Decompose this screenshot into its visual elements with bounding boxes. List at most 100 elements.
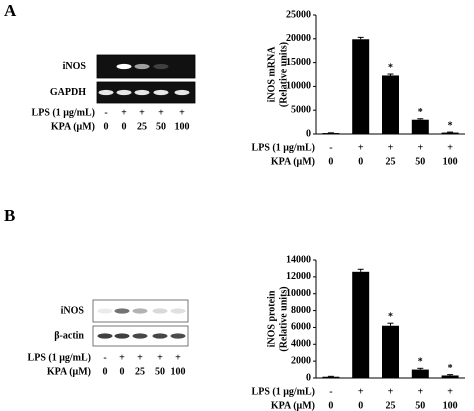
- condition-value: -: [104, 107, 107, 118]
- band-label: β-actin: [54, 330, 84, 341]
- condition-value: 0: [328, 400, 333, 411]
- band-label: iNOS: [61, 305, 85, 316]
- condition-value: +: [139, 107, 145, 118]
- bar: [441, 132, 459, 134]
- y-axis-label: (Relative units): [278, 42, 289, 107]
- condition-value: +: [158, 107, 164, 118]
- y-tick-label: 4000: [291, 339, 311, 350]
- condition-value: +: [417, 142, 423, 153]
- condition-value: 0: [104, 121, 109, 132]
- bar: [441, 375, 459, 378]
- bar: [352, 271, 370, 378]
- band-label: GAPDH: [50, 87, 86, 98]
- y-axis-label: iNOS mRNA: [266, 46, 277, 103]
- condition-value: 100: [443, 156, 458, 167]
- y-tick-label: 10000: [286, 288, 311, 299]
- blot-band: [152, 308, 168, 314]
- condition-label: KPA (μM): [51, 121, 95, 132]
- y-tick-label: 5000: [291, 104, 311, 115]
- y-tick-label: 0: [306, 128, 311, 139]
- condition-value: +: [121, 107, 127, 118]
- bar: [322, 133, 340, 134]
- panel-label: B: [4, 206, 15, 225]
- y-axis-label: (Relative units): [278, 286, 289, 351]
- condition-value: +: [358, 142, 364, 153]
- blot-band: [174, 89, 190, 96]
- blot-band: [170, 333, 186, 339]
- y-axis-label: iNOS protein: [266, 290, 277, 347]
- blot-box: [92, 299, 189, 323]
- blot-band: [152, 333, 168, 339]
- condition-value: 25: [137, 121, 147, 132]
- significance: *: [388, 62, 393, 73]
- condition-value: 50: [156, 121, 166, 132]
- condition-value: -: [329, 386, 332, 397]
- condition-value: +: [358, 386, 364, 397]
- y-tick-label: 2000: [291, 355, 311, 366]
- condition-value: 0: [103, 366, 108, 377]
- y-tick-label: 6000: [291, 322, 311, 333]
- blot-band: [134, 89, 150, 96]
- y-tick-label: 15000: [286, 57, 311, 68]
- y-tick-label: 8000: [291, 305, 311, 316]
- condition-value: +: [119, 352, 125, 363]
- y-tick-label: 20000: [286, 33, 311, 44]
- panel-label: A: [4, 1, 17, 20]
- condition-value: 25: [135, 366, 145, 377]
- band-label: iNOS: [63, 61, 87, 72]
- condition-value: +: [137, 352, 143, 363]
- blot-band: [132, 308, 148, 314]
- blot-band: [170, 308, 186, 314]
- condition-label: LPS (1 μg/mL): [252, 386, 315, 397]
- significance: *: [418, 357, 423, 368]
- condition-value: +: [447, 386, 453, 397]
- condition-label: LPS (1 μg/mL): [252, 142, 315, 153]
- condition-value: 25: [386, 400, 396, 411]
- blot-band: [98, 89, 114, 96]
- blot-band: [132, 333, 148, 339]
- condition-value: 0: [120, 366, 125, 377]
- significance: *: [448, 120, 453, 131]
- significance: *: [418, 107, 423, 118]
- condition-value: +: [388, 386, 394, 397]
- blot-band: [153, 89, 169, 96]
- significance: *: [388, 312, 393, 323]
- bar: [352, 39, 370, 134]
- condition-value: 100: [443, 400, 458, 411]
- condition-value: 50: [415, 156, 425, 167]
- condition-value: +: [157, 352, 163, 363]
- condition-value: 100: [171, 366, 186, 377]
- condition-value: 100: [175, 121, 190, 132]
- condition-value: 0: [328, 156, 333, 167]
- condition-label: KPA (μM): [271, 156, 315, 167]
- condition-label: LPS (1 μg/mL): [32, 107, 95, 118]
- condition-value: +: [179, 107, 185, 118]
- blot-band: [97, 308, 113, 314]
- bar: [411, 119, 429, 134]
- bar: [382, 75, 399, 134]
- blot-band: [114, 308, 130, 314]
- blot-band: [114, 333, 130, 339]
- condition-value: 0: [358, 400, 363, 411]
- blot-band: [134, 63, 150, 70]
- y-tick-label: 25000: [286, 9, 311, 20]
- condition-label: KPA (μM): [47, 366, 91, 377]
- condition-value: -: [103, 352, 106, 363]
- blot-band: [116, 89, 132, 96]
- condition-value: 0: [122, 121, 127, 132]
- condition-value: +: [388, 142, 394, 153]
- condition-value: 0: [358, 156, 363, 167]
- bar: [411, 369, 429, 378]
- blot-band: [116, 63, 132, 70]
- condition-value: +: [447, 142, 453, 153]
- y-tick-label: 10000: [286, 81, 311, 92]
- condition-label: KPA (μM): [271, 400, 315, 411]
- blot-band: [97, 333, 113, 339]
- y-tick-label: 12000: [286, 271, 311, 282]
- bar: [322, 376, 340, 378]
- y-tick-label: 14000: [286, 254, 311, 265]
- condition-value: 25: [386, 156, 396, 167]
- condition-value: 50: [415, 400, 425, 411]
- blot-band: [153, 63, 169, 70]
